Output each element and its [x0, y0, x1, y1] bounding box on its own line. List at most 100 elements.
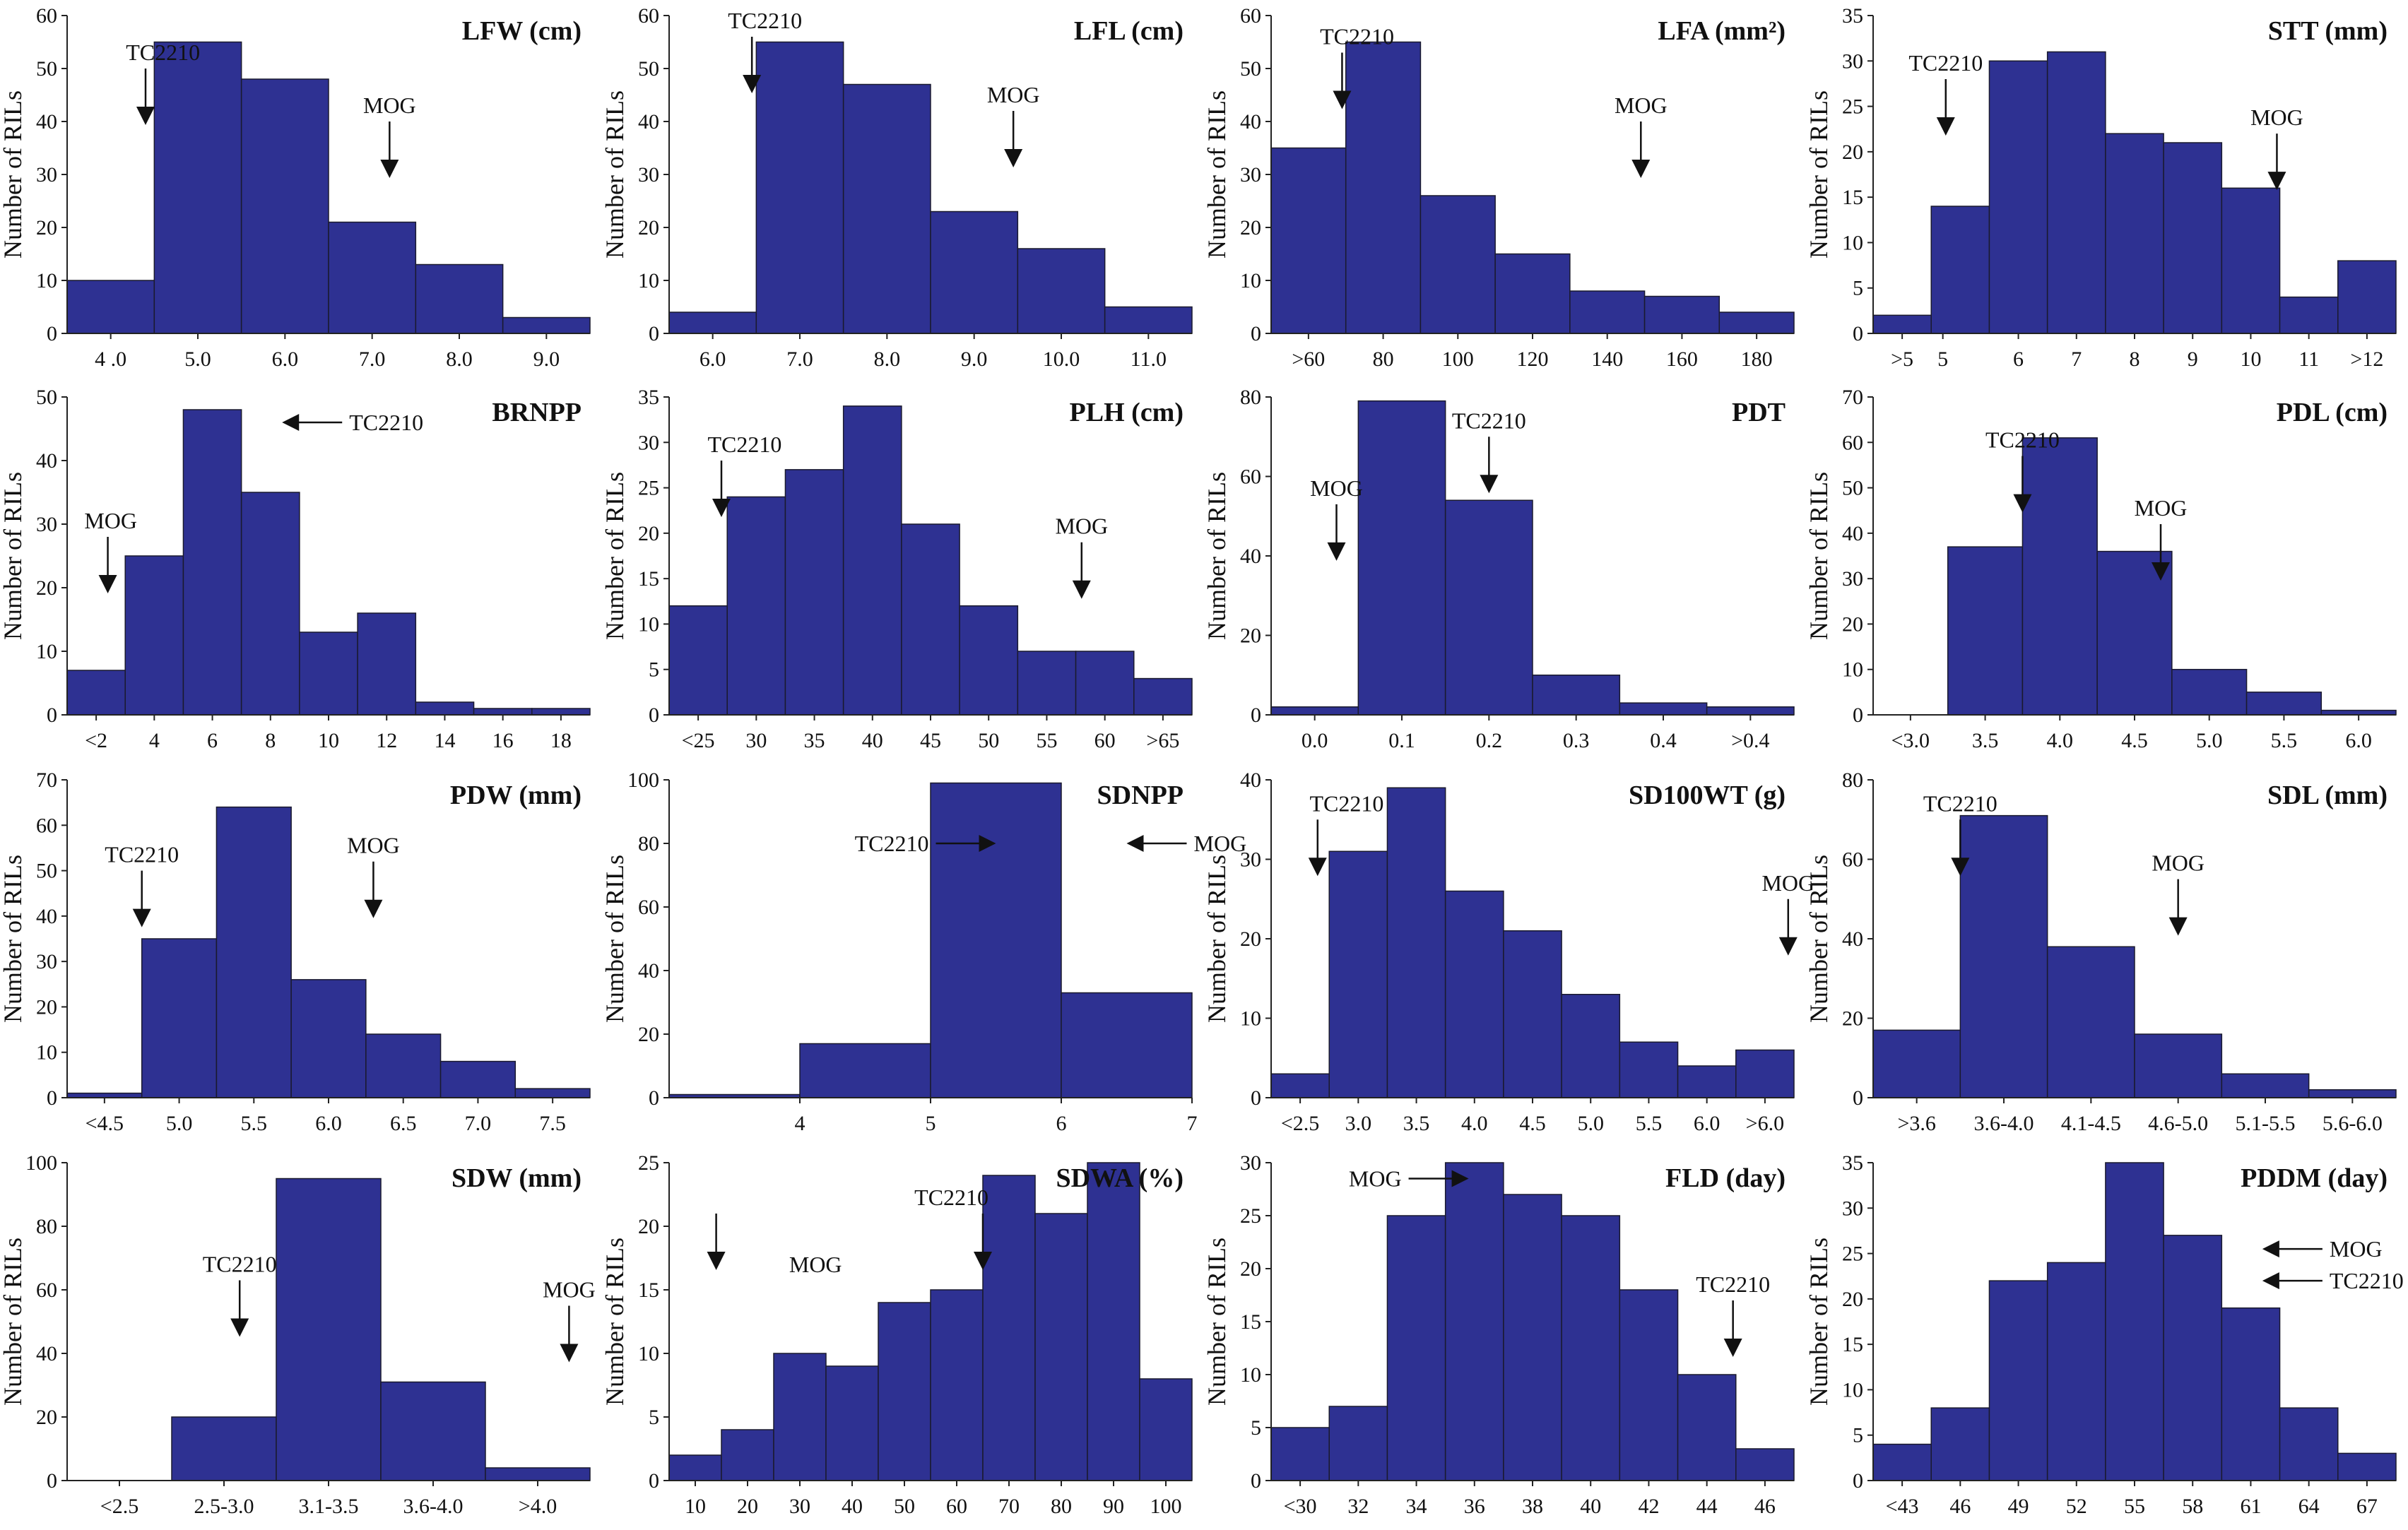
annotation-arrowhead — [1451, 1170, 1469, 1187]
y-axis-label: Number of RILs — [0, 1238, 27, 1406]
histogram-bar — [2105, 133, 2164, 334]
histogram-bar — [1345, 41, 1422, 334]
y-axis-label: Number of RILs — [601, 90, 629, 259]
y-tick-label: 20 — [1240, 1257, 1261, 1281]
histogram-bar — [1619, 1041, 1679, 1098]
histogram-bar — [2308, 1089, 2397, 1098]
histogram-bar — [1735, 1448, 1795, 1481]
histogram-bar — [380, 1381, 486, 1481]
histogram-bar — [153, 41, 242, 334]
x-tick-label: 5.0 — [166, 1112, 193, 1135]
histogram-bar — [784, 469, 844, 716]
x-tick-label: 7.0 — [359, 348, 386, 371]
y-tick-label: 80 — [36, 1215, 57, 1238]
annotation-label: TC2210 — [1923, 790, 1997, 816]
x-tick-label: 5.5 — [2271, 729, 2298, 752]
histogram-bar — [1930, 1407, 1990, 1481]
annotation-arrowhead — [1333, 90, 1352, 109]
annotation-label: MOG — [2330, 1236, 2383, 1262]
histogram-bar — [2279, 296, 2339, 334]
histogram-bar — [1017, 651, 1077, 716]
histogram-bar — [473, 708, 533, 716]
histogram-panel: 0 10 20 30 40 50 60 70 <4.5 5.0 5.5 6.0 6.5 7.0 7.5 Num… — [0, 764, 602, 1147]
y-tick-label: 60 — [1842, 431, 1863, 454]
histogram-bar — [842, 83, 931, 334]
y-tick-label: 10 — [36, 640, 57, 663]
histogram-bar — [290, 979, 367, 1098]
annotation-label: MOG — [987, 82, 1040, 107]
annotation-label: TC2210 — [855, 831, 929, 856]
histogram-bar — [2163, 142, 2223, 334]
histogram-chart: 0 10 20 30 40 50 60 >60 80 100 120 140 160 180 Number … — [1203, 4, 1795, 371]
y-axis-label: Number of RILs — [1203, 472, 1231, 640]
y-tick-label: 60 — [36, 4, 57, 28]
histogram-bar — [721, 1429, 774, 1481]
y-tick-label: 5 — [1853, 277, 1863, 300]
histogram-bar — [66, 670, 126, 716]
x-tick-label: 4.0 — [1461, 1112, 1488, 1135]
x-tick-label: 42 — [1638, 1495, 1659, 1518]
histogram-bar — [240, 78, 329, 334]
histogram-chart: 0 20 40 60 80 100 <2.5 2.5-3.0 3.1-3.5 3.6-4.0 >4.… — [0, 1151, 596, 1518]
y-axis-label: Number of RILs — [0, 90, 27, 259]
chart-title: LFL (cm) — [1074, 16, 1184, 46]
histogram-bar — [365, 1033, 442, 1098]
x-tick-label: >6.0 — [1746, 1112, 1784, 1135]
y-axis-label: Number of RILs — [601, 855, 629, 1023]
y-tick-label: 25 — [638, 1151, 659, 1175]
y-axis-label: Number of RILs — [1805, 1238, 1833, 1406]
chart-title: SDWA (%) — [1056, 1163, 1184, 1193]
histogram-bar — [1569, 290, 1646, 334]
x-tick-label: >65 — [1146, 729, 1179, 752]
y-tick-label: 0 — [47, 1469, 57, 1493]
x-tick-label: 46 — [1754, 1495, 1776, 1518]
annotation-label: TC2210 — [126, 40, 200, 65]
annotation-label: TC2210 — [914, 1185, 988, 1210]
x-tick-label: 6.0 — [1694, 1112, 1721, 1135]
histogram-bar — [1420, 195, 1496, 334]
annotation-label: TC2210 — [1320, 24, 1394, 49]
y-axis-label: Number of RILs — [1203, 90, 1231, 259]
x-tick-label: 35 — [804, 729, 825, 752]
y-tick-label: 20 — [638, 216, 659, 239]
x-tick-label: <2.5 — [1281, 1112, 1319, 1135]
x-tick-label: 7 — [1187, 1112, 1198, 1135]
y-tick-label: 50 — [36, 57, 57, 81]
annotation-label: MOG — [1055, 514, 1108, 539]
chart-title: SDL (mm) — [2267, 781, 2388, 810]
y-tick-label: 20 — [1842, 1007, 1863, 1031]
y-axis-label: Number of RILs — [601, 472, 629, 640]
y-tick-label: 30 — [36, 513, 57, 536]
histogram-bar — [1386, 1215, 1446, 1481]
histogram-bar — [1532, 675, 1621, 716]
x-tick-label: 4.5 — [1519, 1112, 1546, 1135]
x-tick-label: >5 — [1891, 348, 1913, 371]
histogram-bar — [1503, 930, 1562, 1098]
annotation-label: MOG — [543, 1277, 596, 1303]
histogram-bar — [930, 782, 1062, 1098]
chart-title: PDT — [1732, 398, 1786, 427]
x-tick-label: 40 — [1580, 1495, 1601, 1518]
histogram-bar — [1017, 248, 1106, 334]
x-tick-label: 6 — [207, 729, 218, 752]
chart-title: PDW (mm) — [450, 781, 582, 810]
x-tick-label: <3.0 — [1891, 729, 1930, 752]
histogram-bar — [2022, 437, 2098, 716]
x-tick-label: 5.0 — [1577, 1112, 1604, 1135]
x-tick-label: 6.0 — [700, 348, 726, 371]
y-tick-label: 80 — [638, 832, 659, 855]
y-tick-label: 30 — [1240, 1151, 1261, 1175]
histogram-bar — [1444, 499, 1533, 716]
y-tick-label: 60 — [36, 1279, 57, 1302]
x-tick-label: 2.5-3.0 — [194, 1495, 254, 1518]
histogram-panel: 0 5 10 15 20 25 30 <30 32 34 36 38 40 42 44 46 Number of… — [1203, 1147, 1806, 1530]
histogram-bar — [2096, 550, 2173, 716]
y-tick-label: 35 — [1842, 4, 1863, 28]
histogram-bar — [1061, 992, 1193, 1098]
y-tick-label: 5 — [1251, 1416, 1261, 1440]
histogram-bar — [2221, 1307, 2281, 1481]
x-tick-label: 60 — [1094, 729, 1116, 752]
x-tick-label: >0.4 — [1731, 729, 1769, 752]
chart-title: FLD (day) — [1665, 1163, 1786, 1193]
